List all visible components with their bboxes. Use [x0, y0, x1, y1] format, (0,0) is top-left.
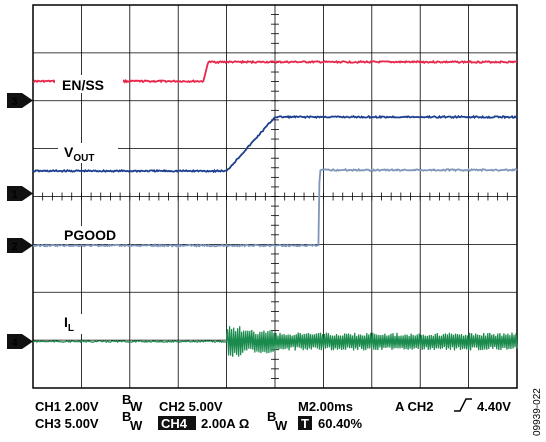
trigger-source: A CH2: [395, 399, 434, 414]
svg-text:1: 1: [11, 189, 17, 201]
channel-marker-2: 2: [7, 238, 33, 253]
pgood-label: PGOOD: [64, 227, 116, 243]
ch4-tag-bg: [158, 416, 196, 430]
svg-text:4: 4: [11, 337, 18, 349]
ch4-tag: CH4: [161, 416, 188, 431]
vout-label-bg: [58, 143, 118, 163]
bw-w-3: W: [275, 418, 288, 433]
channel-marker-3: 3: [7, 93, 33, 108]
vout-label: VOUT: [64, 144, 94, 164]
rising-edge-icon: [454, 398, 472, 412]
trace-il: [32, 326, 518, 357]
t-tag: T: [301, 416, 309, 431]
en-ss-label: EN/SS: [62, 77, 104, 93]
svg-text:2: 2: [11, 241, 17, 253]
en-ss-label-bg: [55, 75, 123, 93]
timebase: M2.00ms: [298, 399, 353, 414]
il-label: IL: [64, 314, 74, 334]
t-position: 60.40%: [318, 416, 363, 431]
figure-id: 09939-022: [532, 388, 543, 436]
svg-text:3: 3: [11, 96, 17, 108]
bw-b-2: B: [122, 409, 131, 424]
trace-layer: [32, 59, 518, 357]
bw-b-1: B: [122, 392, 131, 407]
il-label-bg: [60, 314, 82, 334]
trace-pgood: [32, 167, 518, 248]
plot-border: [32, 4, 518, 389]
trace-vout: [32, 114, 518, 174]
trigger-level: 4.40V: [477, 399, 511, 414]
channel-marker-1: 1: [7, 186, 33, 201]
bw-w-2: W: [130, 418, 143, 433]
ch3-scale: CH3 5.00V: [35, 416, 99, 431]
channel-marker-4: 4: [7, 334, 33, 349]
scope-readout: CH1 2.00V B W CH2 5.00V M2.00ms A CH2 4.…: [35, 392, 511, 433]
ch1-scale: CH1 2.00V: [35, 399, 99, 414]
t-tag-bg: [298, 416, 312, 430]
bw-w-1: W: [130, 399, 143, 414]
ch2-scale: CH2 5.00V: [159, 399, 223, 414]
pgood-label-bg: [58, 226, 128, 244]
ch4-scale: 2.00A Ω: [201, 416, 249, 431]
bw-b-3: B: [267, 409, 276, 424]
